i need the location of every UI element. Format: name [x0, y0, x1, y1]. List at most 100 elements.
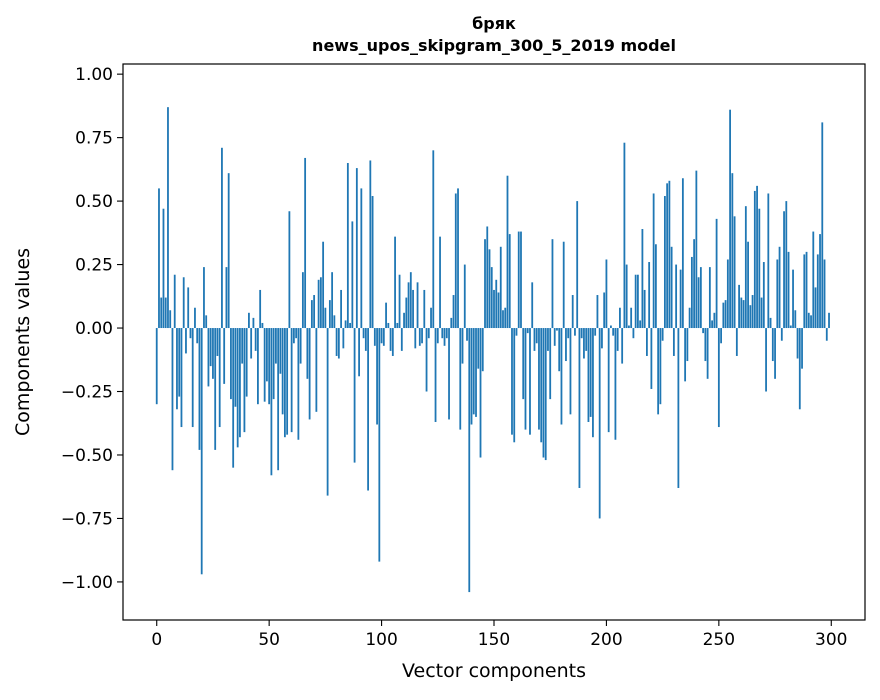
bar — [565, 328, 567, 362]
bar — [436, 328, 439, 344]
bar — [364, 328, 367, 351]
bar — [326, 328, 329, 496]
bar — [556, 328, 558, 331]
bar — [443, 328, 446, 346]
bar — [637, 274, 639, 329]
bar — [801, 328, 803, 369]
bar — [589, 328, 592, 417]
bar — [517, 231, 520, 329]
bar — [441, 328, 444, 339]
bar — [167, 107, 169, 329]
bar — [594, 328, 597, 336]
bar — [196, 328, 199, 344]
bar — [652, 193, 655, 329]
x-tick-label: 250 — [703, 630, 735, 650]
bar — [623, 142, 626, 329]
bar — [459, 328, 462, 430]
bar — [295, 328, 298, 339]
bar — [205, 315, 208, 329]
bar — [400, 328, 403, 351]
bar — [758, 208, 761, 329]
bar — [551, 239, 554, 329]
bar — [490, 267, 493, 329]
bar — [535, 328, 538, 344]
bar — [281, 328, 284, 415]
bar — [376, 328, 378, 425]
bar — [340, 289, 342, 329]
bar — [389, 328, 392, 351]
bar — [785, 201, 788, 329]
y-tick-label: −0.25 — [61, 383, 113, 403]
y-tick-label: 0.50 — [75, 192, 113, 212]
bar — [288, 211, 291, 329]
bar — [601, 328, 603, 349]
bar — [398, 274, 401, 329]
bar — [241, 328, 244, 364]
bar — [362, 328, 365, 339]
bar — [720, 328, 722, 344]
bar — [762, 262, 765, 329]
bar — [468, 328, 471, 593]
bar — [279, 328, 282, 374]
bar — [603, 292, 606, 329]
bar — [178, 328, 181, 397]
bar — [221, 147, 223, 329]
bar — [542, 328, 545, 458]
bar — [416, 282, 419, 329]
bar — [248, 312, 250, 329]
bar — [515, 328, 518, 336]
bar — [212, 328, 214, 379]
bar — [533, 328, 536, 351]
bar — [194, 307, 196, 329]
bar — [445, 328, 448, 339]
bar — [544, 328, 547, 461]
bar — [749, 305, 752, 329]
bar — [574, 328, 576, 336]
x-tick-label: 300 — [815, 630, 847, 650]
bar — [828, 312, 830, 329]
bar — [821, 122, 824, 329]
bar — [486, 226, 489, 329]
bar — [382, 328, 385, 346]
bar — [448, 328, 450, 420]
bar — [648, 262, 651, 329]
bar — [319, 277, 322, 329]
bar — [162, 208, 165, 329]
bar — [236, 328, 239, 448]
bar — [292, 328, 295, 344]
bar — [461, 328, 464, 364]
bar — [454, 193, 457, 329]
bar — [677, 328, 680, 488]
bar — [531, 282, 534, 329]
bar — [209, 328, 212, 367]
bar — [227, 173, 230, 329]
bar — [796, 328, 799, 359]
bar — [816, 254, 819, 329]
chart-title-model: news_upos_skipgram_300_5_2019 model — [312, 36, 676, 55]
bar — [230, 328, 232, 400]
bar — [407, 282, 410, 329]
bar — [634, 274, 637, 329]
bar — [663, 196, 666, 329]
bar — [769, 317, 772, 329]
bar — [176, 328, 178, 410]
bar — [182, 277, 185, 329]
bar — [344, 320, 347, 329]
bar — [418, 328, 421, 346]
bar — [711, 320, 713, 329]
bar — [540, 328, 543, 443]
bar — [252, 317, 255, 329]
bar — [306, 328, 309, 379]
bar — [495, 279, 498, 329]
bar — [654, 244, 657, 329]
y-tick-label: −0.50 — [61, 446, 113, 466]
bar — [333, 315, 336, 329]
bar — [524, 328, 527, 430]
bar — [283, 328, 286, 438]
bar — [254, 328, 257, 351]
bar — [511, 328, 513, 435]
bar — [547, 328, 549, 351]
bar — [479, 328, 482, 458]
bar — [607, 328, 610, 433]
